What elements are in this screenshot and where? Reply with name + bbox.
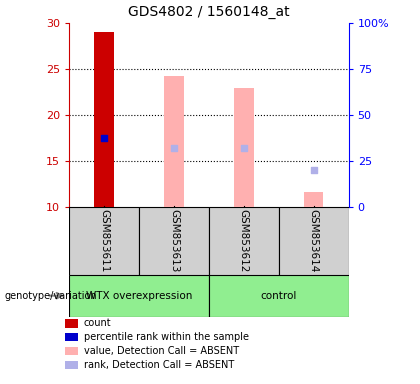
Bar xyxy=(94,32,114,207)
Bar xyxy=(304,192,323,207)
Text: GSM853614: GSM853614 xyxy=(309,209,319,273)
Point xyxy=(171,145,177,151)
Text: genotype/variation: genotype/variation xyxy=(4,291,97,301)
Bar xyxy=(279,207,349,275)
Point xyxy=(241,145,247,151)
Bar xyxy=(139,207,209,275)
Point xyxy=(310,167,317,174)
Text: value, Detection Call = ABSENT: value, Detection Call = ABSENT xyxy=(84,346,239,356)
Text: count: count xyxy=(84,318,112,328)
Text: GSM853613: GSM853613 xyxy=(169,209,179,273)
Text: rank, Detection Call = ABSENT: rank, Detection Call = ABSENT xyxy=(84,360,234,370)
Bar xyxy=(69,275,209,317)
Bar xyxy=(209,207,279,275)
Title: GDS4802 / 1560148_at: GDS4802 / 1560148_at xyxy=(128,5,290,19)
Text: GSM853612: GSM853612 xyxy=(239,209,249,273)
Bar xyxy=(234,88,254,207)
Bar xyxy=(164,76,184,207)
Text: control: control xyxy=(260,291,297,301)
Text: WTX overexpression: WTX overexpression xyxy=(86,291,192,301)
Point xyxy=(101,135,108,141)
Bar xyxy=(209,275,349,317)
Text: percentile rank within the sample: percentile rank within the sample xyxy=(84,332,249,342)
Bar xyxy=(69,207,139,275)
Text: GSM853611: GSM853611 xyxy=(99,209,109,273)
